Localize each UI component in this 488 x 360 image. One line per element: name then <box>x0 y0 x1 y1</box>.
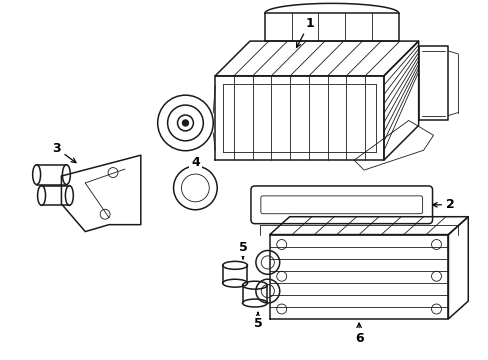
Text: 1: 1 <box>296 17 313 47</box>
Text: 5: 5 <box>238 241 247 259</box>
Text: 4: 4 <box>191 156 200 168</box>
Text: 2: 2 <box>432 198 454 211</box>
Text: 3: 3 <box>52 142 76 163</box>
Text: 6: 6 <box>354 323 363 345</box>
Circle shape <box>182 120 188 126</box>
Text: 5: 5 <box>253 312 262 330</box>
